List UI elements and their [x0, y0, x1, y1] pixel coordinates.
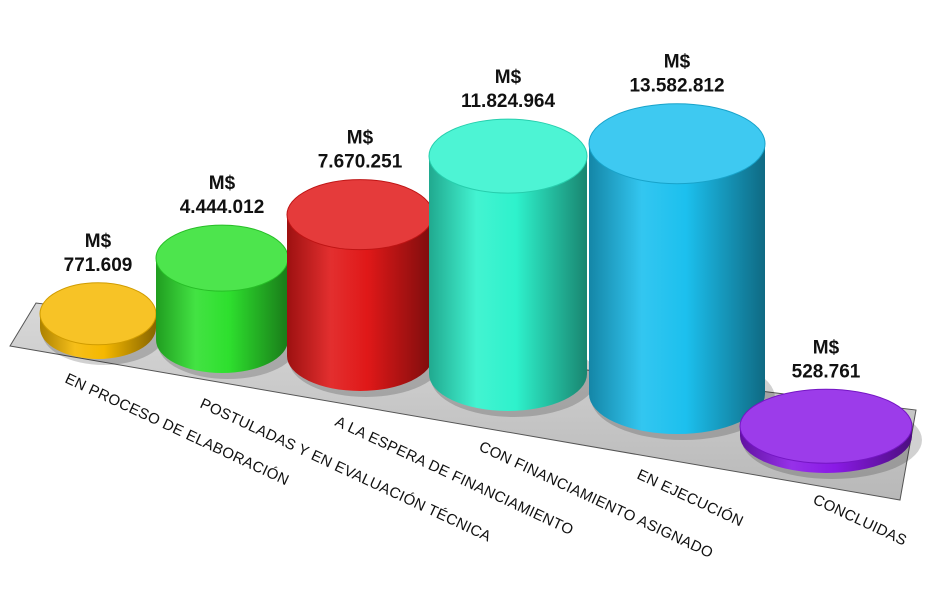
bar-top-cap	[39, 282, 157, 346]
value-label-prefix: M$	[85, 231, 112, 252]
value-label: 528.761	[792, 361, 861, 382]
value-label-prefix: M$	[209, 173, 236, 194]
bar-cylinder	[588, 103, 775, 440]
value-label: 771.609	[64, 255, 133, 276]
bar-top-cap	[155, 224, 289, 292]
bar-body	[40, 313, 156, 359]
bar-cylinder	[739, 388, 922, 479]
bar-body	[429, 156, 587, 411]
value-label-prefix: M$	[664, 52, 691, 73]
value-label-prefix: M$	[495, 67, 522, 88]
bar-body	[589, 143, 765, 434]
bar-cylinder	[155, 224, 298, 379]
bar-top-cap	[739, 388, 913, 464]
bar-top-cap	[428, 118, 588, 194]
value-label: 7.670.251	[318, 152, 403, 173]
value-label: 4.444.012	[180, 197, 265, 218]
value-label: 11.824.964	[461, 91, 555, 112]
value-label: 13.582.812	[629, 76, 724, 97]
bar-cylinder	[428, 118, 597, 417]
bar-top-cap	[286, 179, 434, 251]
bar-cylinder	[286, 179, 443, 397]
value-label-prefix: M$	[813, 337, 840, 358]
bar-body	[287, 214, 433, 391]
value-label-prefix: M$	[347, 128, 374, 149]
category-label: CONCLUIDAS	[810, 491, 909, 549]
bar-cylinder	[39, 282, 166, 365]
bar-top-cap	[588, 103, 766, 185]
bar-body	[740, 426, 912, 473]
